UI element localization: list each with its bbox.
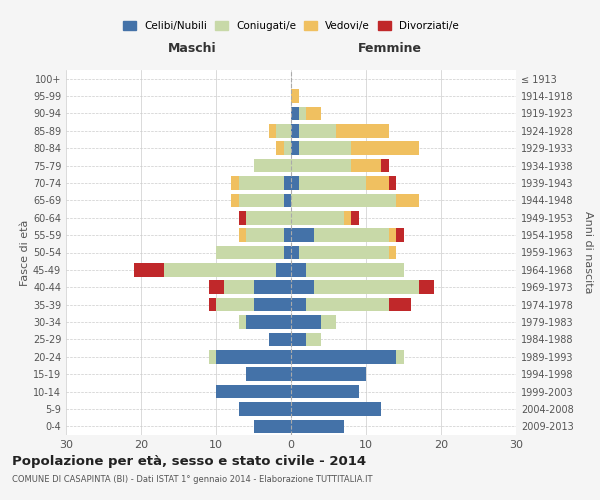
Bar bbox=[231, 194, 239, 207]
Bar bbox=[246, 315, 291, 329]
Bar bbox=[246, 211, 291, 224]
Bar bbox=[321, 315, 336, 329]
Bar bbox=[306, 106, 321, 120]
Bar bbox=[239, 315, 246, 329]
Bar bbox=[291, 332, 306, 346]
Bar bbox=[284, 142, 291, 155]
Bar bbox=[239, 402, 291, 415]
Bar bbox=[291, 315, 321, 329]
Text: Maschi: Maschi bbox=[167, 42, 217, 56]
Bar bbox=[254, 280, 291, 294]
Bar bbox=[276, 142, 284, 155]
Bar bbox=[254, 159, 291, 172]
Bar bbox=[291, 228, 314, 242]
Bar bbox=[239, 176, 284, 190]
Bar bbox=[389, 176, 396, 190]
Bar bbox=[314, 228, 389, 242]
Bar bbox=[276, 124, 291, 138]
Bar bbox=[209, 350, 216, 364]
Bar bbox=[299, 106, 306, 120]
Bar bbox=[246, 228, 284, 242]
Text: Popolazione per età, sesso e stato civile - 2014: Popolazione per età, sesso e stato civil… bbox=[12, 455, 366, 468]
Bar bbox=[291, 124, 299, 138]
Bar bbox=[351, 211, 359, 224]
Bar bbox=[389, 298, 411, 312]
Bar bbox=[239, 211, 246, 224]
Bar bbox=[216, 350, 291, 364]
Bar bbox=[269, 332, 291, 346]
Bar bbox=[291, 368, 366, 381]
Bar bbox=[291, 142, 299, 155]
Text: COMUNE DI CASAPINTA (BI) - Dati ISTAT 1° gennaio 2014 - Elaborazione TUTTITALIA.: COMUNE DI CASAPINTA (BI) - Dati ISTAT 1°… bbox=[12, 475, 373, 484]
Bar bbox=[163, 263, 276, 276]
Bar bbox=[209, 280, 223, 294]
Bar bbox=[336, 124, 389, 138]
Y-axis label: Anni di nascita: Anni di nascita bbox=[583, 211, 593, 294]
Bar bbox=[396, 228, 404, 242]
Bar bbox=[284, 194, 291, 207]
Bar bbox=[254, 298, 291, 312]
Bar bbox=[366, 176, 389, 190]
Bar bbox=[351, 159, 381, 172]
Bar bbox=[381, 159, 389, 172]
Bar bbox=[291, 211, 343, 224]
Legend: Celibi/Nubili, Coniugati/e, Vedovi/e, Divorziati/e: Celibi/Nubili, Coniugati/e, Vedovi/e, Di… bbox=[119, 17, 463, 35]
Bar bbox=[239, 194, 284, 207]
Bar bbox=[246, 368, 291, 381]
Text: Femmine: Femmine bbox=[358, 42, 422, 56]
Bar bbox=[216, 298, 254, 312]
Bar bbox=[276, 263, 291, 276]
Bar bbox=[291, 420, 343, 433]
Bar bbox=[284, 176, 291, 190]
Bar bbox=[291, 90, 299, 103]
Bar bbox=[223, 280, 254, 294]
Bar bbox=[239, 228, 246, 242]
Bar bbox=[216, 246, 284, 260]
Bar bbox=[389, 228, 396, 242]
Bar bbox=[314, 280, 419, 294]
Bar bbox=[284, 228, 291, 242]
Bar bbox=[291, 159, 351, 172]
Bar bbox=[306, 263, 404, 276]
Bar bbox=[299, 246, 389, 260]
Bar bbox=[284, 246, 291, 260]
Bar bbox=[209, 298, 216, 312]
Bar bbox=[231, 176, 239, 190]
Bar bbox=[299, 124, 336, 138]
Bar bbox=[351, 142, 419, 155]
Bar bbox=[291, 298, 306, 312]
Bar bbox=[291, 106, 299, 120]
Bar bbox=[291, 194, 396, 207]
Bar bbox=[291, 263, 306, 276]
Bar bbox=[299, 142, 351, 155]
Bar bbox=[299, 176, 366, 190]
Bar bbox=[133, 263, 163, 276]
Bar bbox=[291, 350, 396, 364]
Bar bbox=[291, 280, 314, 294]
Bar bbox=[291, 385, 359, 398]
Bar bbox=[291, 246, 299, 260]
Bar bbox=[396, 350, 404, 364]
Bar bbox=[396, 194, 419, 207]
Bar bbox=[306, 332, 321, 346]
Bar bbox=[291, 402, 381, 415]
Bar bbox=[343, 211, 351, 224]
Bar bbox=[389, 246, 396, 260]
Bar bbox=[306, 298, 389, 312]
Bar bbox=[419, 280, 433, 294]
Bar bbox=[291, 176, 299, 190]
Bar bbox=[254, 420, 291, 433]
Y-axis label: Fasce di età: Fasce di età bbox=[20, 220, 30, 286]
Bar bbox=[269, 124, 276, 138]
Bar bbox=[216, 385, 291, 398]
